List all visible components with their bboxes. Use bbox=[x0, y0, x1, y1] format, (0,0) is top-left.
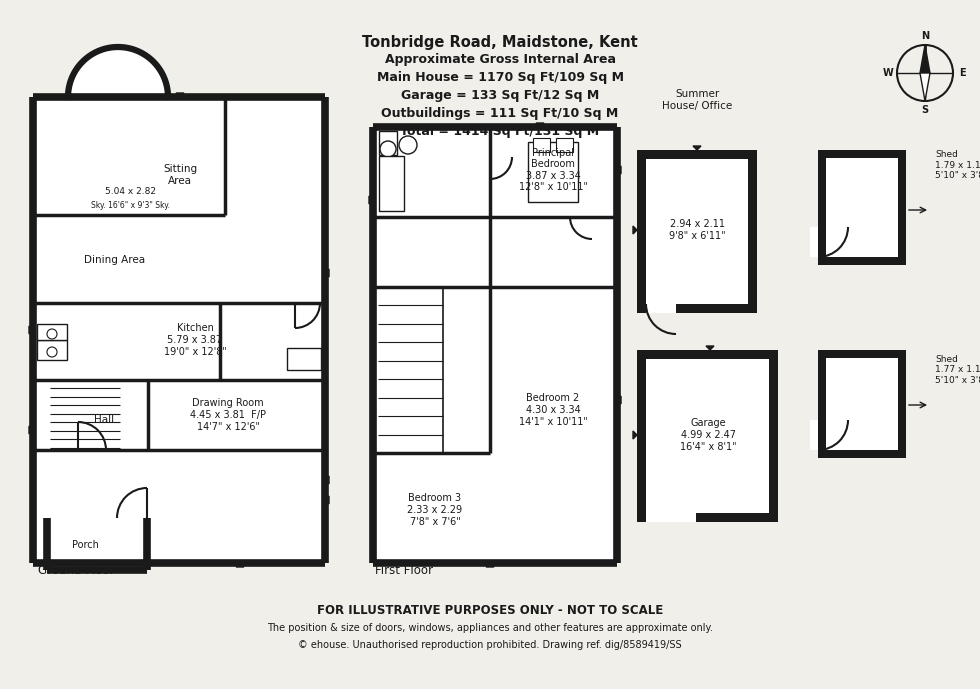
Bar bbox=[556, 138, 573, 152]
Bar bbox=[287, 348, 321, 370]
Text: Drawing Room
4.45 x 3.81  F/P
14'7" x 12'6": Drawing Room 4.45 x 3.81 F/P 14'7" x 12'… bbox=[190, 398, 266, 431]
Polygon shape bbox=[706, 346, 714, 350]
Text: FOR ILLUSTRATIVE PURPOSES ONLY - NOT TO SCALE: FOR ILLUSTRATIVE PURPOSES ONLY - NOT TO … bbox=[317, 604, 663, 617]
Bar bbox=[379, 131, 397, 155]
Polygon shape bbox=[176, 93, 184, 97]
Polygon shape bbox=[68, 47, 168, 97]
Text: W: W bbox=[883, 68, 894, 78]
Polygon shape bbox=[29, 326, 33, 334]
Text: N: N bbox=[921, 31, 929, 41]
Text: Garage = 133 Sq Ft/12 Sq M: Garage = 133 Sq Ft/12 Sq M bbox=[401, 90, 599, 103]
Text: Shed
1.77 x 1.13
5'10" x 3'8": Shed 1.77 x 1.13 5'10" x 3'8" bbox=[935, 355, 980, 385]
Bar bbox=[818, 150, 906, 265]
Polygon shape bbox=[325, 269, 329, 277]
Polygon shape bbox=[369, 196, 373, 204]
Bar bbox=[826, 358, 898, 450]
Text: Tonbridge Road, Maidstone, Kent: Tonbridge Road, Maidstone, Kent bbox=[363, 34, 638, 50]
Text: Porch: Porch bbox=[72, 540, 98, 550]
Text: Approximate Gross Internal Area: Approximate Gross Internal Area bbox=[384, 54, 615, 67]
Bar bbox=[826, 158, 898, 257]
Text: First Floor: First Floor bbox=[375, 564, 433, 577]
Polygon shape bbox=[617, 166, 621, 174]
Polygon shape bbox=[617, 396, 621, 404]
Text: Main House = 1170 Sq Ft/109 Sq M: Main House = 1170 Sq Ft/109 Sq M bbox=[376, 72, 623, 85]
Bar bbox=[533, 138, 550, 152]
Bar bbox=[646, 513, 696, 522]
Text: 5.04 x 2.82: 5.04 x 2.82 bbox=[105, 187, 156, 196]
Text: Garage
4.99 x 2.47
16'4" x 8'1": Garage 4.99 x 2.47 16'4" x 8'1" bbox=[680, 418, 736, 451]
Polygon shape bbox=[325, 476, 329, 484]
Text: Total = 1414 Sq Ft/131 Sq M: Total = 1414 Sq Ft/131 Sq M bbox=[401, 125, 600, 138]
Polygon shape bbox=[693, 146, 701, 150]
Text: E: E bbox=[958, 68, 965, 78]
Text: S: S bbox=[921, 105, 929, 115]
Text: Kitchen
5.79 x 3.87
19'0" x 12'8": Kitchen 5.79 x 3.87 19'0" x 12'8" bbox=[164, 323, 226, 357]
Polygon shape bbox=[633, 226, 637, 234]
Bar bbox=[37, 324, 67, 340]
Text: The position & size of doors, windows, appliances and other features are approxi: The position & size of doors, windows, a… bbox=[268, 623, 712, 633]
Text: Ground Floor: Ground Floor bbox=[38, 564, 115, 577]
Bar bbox=[637, 150, 757, 313]
Text: Principal
Bedroom
3.87 x 3.34
12'8" x 10'11": Principal Bedroom 3.87 x 3.34 12'8" x 10… bbox=[518, 147, 587, 192]
Text: Outbuildings = 111 Sq Ft/10 Sq M: Outbuildings = 111 Sq Ft/10 Sq M bbox=[381, 107, 618, 121]
Polygon shape bbox=[486, 563, 494, 567]
Polygon shape bbox=[633, 431, 637, 439]
Polygon shape bbox=[236, 563, 244, 567]
Bar bbox=[373, 127, 617, 563]
Text: Dining Area: Dining Area bbox=[84, 255, 146, 265]
Text: Sky. 16'6" x 9'3" Sky.: Sky. 16'6" x 9'3" Sky. bbox=[90, 200, 170, 209]
Bar bbox=[818, 350, 906, 458]
Text: Sitting
Area: Sitting Area bbox=[163, 164, 197, 186]
Bar bbox=[379, 156, 404, 211]
Polygon shape bbox=[920, 73, 930, 101]
Bar bbox=[810, 420, 818, 450]
Bar bbox=[33, 97, 325, 563]
Text: 2.94 x 2.11
9'8" x 6'11": 2.94 x 2.11 9'8" x 6'11" bbox=[668, 219, 725, 240]
Polygon shape bbox=[29, 426, 33, 434]
Text: Bedroom 3
2.33 x 2.29
7'8" x 7'6": Bedroom 3 2.33 x 2.29 7'8" x 7'6" bbox=[408, 493, 463, 526]
Circle shape bbox=[399, 136, 417, 154]
Bar bbox=[646, 159, 748, 304]
Text: Summer
House/ Office: Summer House/ Office bbox=[662, 89, 732, 111]
Bar bbox=[637, 350, 778, 522]
Text: Bedroom 2
4.30 x 3.34
14'1" x 10'11": Bedroom 2 4.30 x 3.34 14'1" x 10'11" bbox=[518, 393, 587, 426]
Bar bbox=[37, 340, 67, 360]
Text: Shed
1.79 x 1.13
5'10" x 3'8": Shed 1.79 x 1.13 5'10" x 3'8" bbox=[935, 150, 980, 180]
Bar bbox=[646, 304, 676, 313]
Bar bbox=[810, 227, 818, 257]
Circle shape bbox=[380, 141, 396, 157]
Bar bbox=[528, 142, 578, 202]
Text: Hall: Hall bbox=[94, 415, 114, 425]
Polygon shape bbox=[536, 123, 544, 127]
Bar bbox=[48, 518, 146, 570]
Polygon shape bbox=[325, 496, 329, 504]
Text: © ehouse. Unauthorised reproduction prohibited. Drawing ref. dig/8589419/SS: © ehouse. Unauthorised reproduction proh… bbox=[298, 640, 682, 650]
Bar bbox=[646, 359, 769, 513]
Polygon shape bbox=[920, 45, 930, 73]
